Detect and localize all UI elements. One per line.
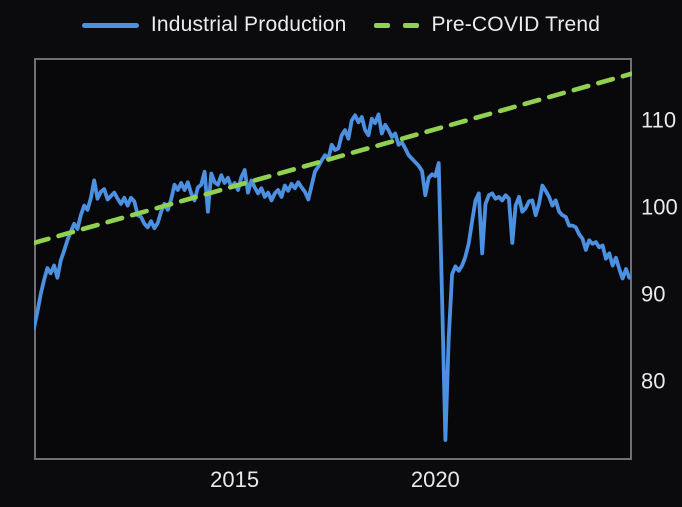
plot-area [34, 58, 632, 460]
industrial-production-line-swatch [81, 22, 139, 28]
series-pre-covid-trend [34, 71, 632, 246]
y-axis-tick-90: 90 [641, 281, 666, 307]
pre-covid-trend-dash-swatch [374, 22, 420, 28]
legend: Industrial Production Pre-COVID Trend [0, 8, 682, 42]
line-chart [34, 58, 632, 460]
legend-label-industrial-production: Industrial Production [150, 13, 347, 36]
x-axis-tick-2020: 2020 [410, 467, 460, 492]
y-axis-tick-100: 100 [641, 194, 678, 220]
y-axis-tick-80: 80 [641, 368, 666, 394]
y-axis-tick-110: 110 [641, 107, 677, 133]
x-axis-tick-2015: 2015 [210, 467, 260, 492]
legend-label-pre-covid-trend: Pre-COVID Trend [431, 13, 601, 36]
series-industrial-production [34, 112, 632, 442]
